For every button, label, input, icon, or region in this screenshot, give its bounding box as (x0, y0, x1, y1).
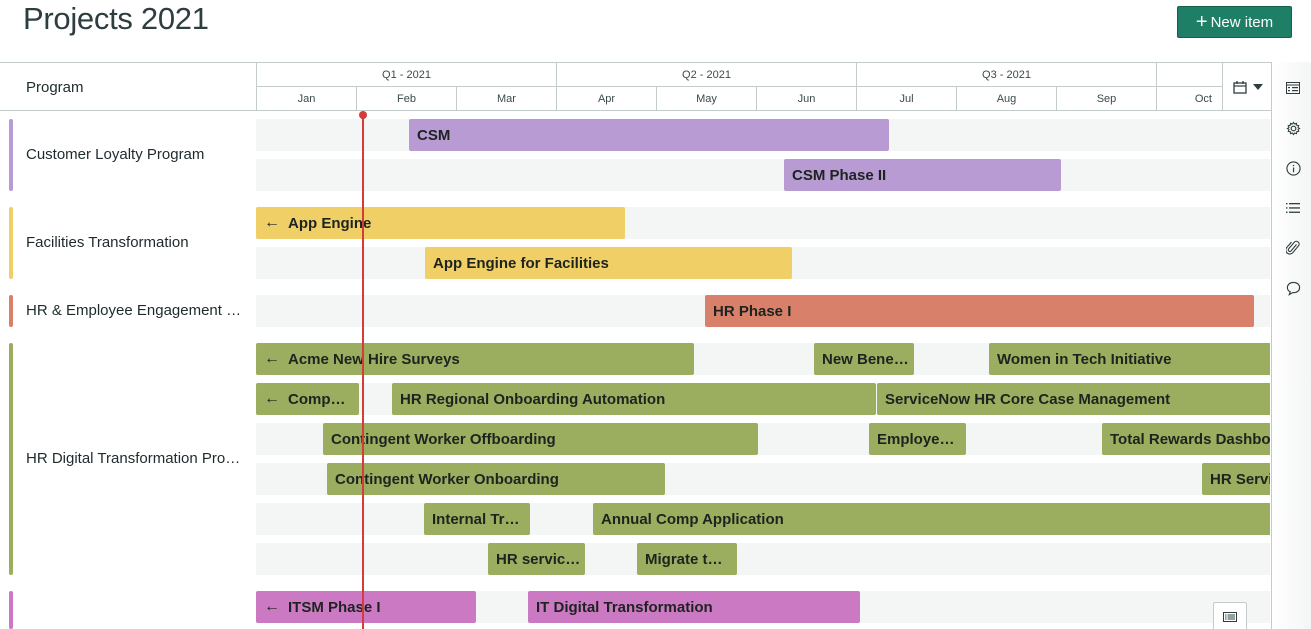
month-header: Apr (557, 87, 657, 111)
program-name: Facilities Transformation (26, 234, 189, 251)
program-color-stripe (9, 343, 13, 575)
program-color-stripe (9, 295, 13, 327)
month-header: Feb (357, 87, 457, 111)
project-bar[interactable]: Internal Tr… (424, 503, 530, 535)
project-bar-label: Annual Comp Application (601, 510, 784, 528)
quarter-header (1157, 63, 1222, 87)
page-title: Projects 2021 (23, 1, 209, 36)
program-name: HR Digital Transformation Pro… (26, 450, 241, 467)
today-marker-line (362, 114, 364, 629)
month-header: Oct (1194, 93, 1212, 105)
project-bar-label: HR Regional Onboarding Automation (400, 390, 666, 408)
timeline-header: Program Q1 - 2021 Q2 - 2021 Q3 - 2021 Ja… (0, 62, 1272, 111)
month-header: Jan (257, 87, 357, 111)
program-row-hr-engagement[interactable]: HR & Employee Engagement … (0, 295, 256, 327)
project-bar[interactable]: ← ITSM Phase I (256, 591, 476, 623)
project-bar-label: Internal Tr… (432, 510, 520, 528)
project-bar[interactable]: Women in Tech Initiative (989, 343, 1270, 375)
paperclip-icon[interactable] (1284, 239, 1302, 257)
project-bar-label: HR servic… (496, 550, 581, 568)
today-marker-dot (359, 111, 367, 119)
project-bar-label: Employe… (877, 430, 955, 448)
bullet-list-icon[interactable] (1284, 199, 1302, 217)
program-row-hr-digital[interactable]: HR Digital Transformation Pro… (0, 343, 256, 575)
project-bar-label: Acme New Hire Surveys (288, 350, 460, 368)
project-bar-label: CSM (417, 126, 451, 144)
project-bar-label: ServiceNow HR Core Case Management (885, 390, 1171, 408)
project-bar-label: App Engine for Facilities (433, 254, 609, 272)
project-bar[interactable]: CSM (409, 119, 889, 151)
project-bar[interactable]: ← Acme New Hire Surveys (256, 343, 694, 375)
arrow-left-icon: ← (264, 350, 280, 367)
chevron-down-icon (1252, 84, 1263, 90)
month-header: Mar (457, 87, 557, 111)
quarter-header: Q3 - 2021 (857, 63, 1157, 87)
program-row-it[interactable] (0, 591, 256, 629)
calendar-icon (1232, 81, 1247, 94)
project-bar[interactable]: CSM Phase II (784, 159, 1061, 191)
arrow-left-icon: ← (264, 390, 280, 407)
arrow-left-icon: ← (264, 598, 280, 615)
program-name: HR & Employee Engagement … (26, 302, 242, 319)
new-item-label: New item (1210, 13, 1274, 31)
project-bar-label: Contingent Worker Offboarding (331, 430, 556, 448)
project-bar[interactable]: New Bene… (814, 343, 914, 375)
project-bar[interactable]: App Engine for Facilities (425, 247, 792, 279)
legend-button[interactable] (1213, 602, 1247, 629)
project-bar[interactable]: ← Comp… (256, 383, 359, 415)
comment-icon[interactable] (1284, 279, 1302, 297)
month-header: Jun (757, 87, 857, 111)
project-bar-label: ITSM Phase I (288, 598, 381, 616)
project-bar-label: Comp… (288, 390, 346, 408)
project-bar-label: Migrate t… (645, 550, 723, 568)
program-color-stripe (9, 119, 13, 191)
project-bar[interactable]: HR servic… (488, 543, 585, 575)
arrow-left-icon: ← (264, 214, 280, 231)
timeline-lane (256, 543, 1270, 575)
project-bar[interactable]: HR Servi (1202, 463, 1270, 495)
project-bar-label: HR Servi (1210, 470, 1270, 488)
project-bar[interactable]: Contingent Worker Offboarding (323, 423, 758, 455)
legend-icon (1223, 612, 1237, 622)
project-bar-label: New Bene… (822, 350, 909, 368)
project-bar-label: Contingent Worker Onboarding (335, 470, 559, 488)
project-bar-label: HR Phase I (713, 302, 792, 320)
project-bar[interactable]: Annual Comp Application (593, 503, 1270, 535)
project-bar[interactable]: Contingent Worker Onboarding (327, 463, 665, 495)
project-bar-label: CSM Phase II (792, 166, 887, 184)
month-header: Aug (957, 87, 1057, 111)
quarter-header: Q2 - 2021 (557, 63, 857, 87)
program-column-header[interactable]: Program (0, 63, 257, 111)
calendar-range-picker[interactable] (1222, 63, 1272, 111)
project-bar[interactable]: ← App Engine (256, 207, 625, 239)
project-bar[interactable]: IT Digital Transformation (528, 591, 860, 623)
project-bar-label: IT Digital Transformation (536, 598, 713, 616)
project-bar-label: Women in Tech Initiative (997, 350, 1172, 368)
project-bar[interactable]: ServiceNow HR Core Case Management (877, 383, 1270, 415)
program-color-stripe (9, 591, 13, 629)
project-bar[interactable]: HR Regional Onboarding Automation (392, 383, 876, 415)
program-row-customer-loyalty[interactable]: Customer Loyalty Program (0, 119, 256, 191)
new-item-button[interactable]: + New item (1177, 6, 1292, 38)
project-bar[interactable]: HR Phase I (705, 295, 1254, 327)
month-header: Sep (1057, 87, 1157, 111)
project-bar[interactable]: Employe… (869, 423, 966, 455)
project-bar[interactable]: Total Rewards Dashboa (1102, 423, 1270, 455)
month-header: May (657, 87, 757, 111)
list-view-icon[interactable] (1284, 79, 1302, 97)
quarter-header: Q1 - 2021 (257, 63, 557, 87)
timeline-lane (256, 159, 1270, 191)
program-color-stripe (9, 207, 13, 279)
project-bar-label: App Engine (288, 214, 372, 232)
month-header: Jul (857, 87, 957, 111)
right-sidebar-toolbar (1271, 62, 1311, 629)
project-bar[interactable]: Migrate t… (637, 543, 737, 575)
program-name: Customer Loyalty Program (26, 146, 205, 163)
info-icon[interactable] (1284, 159, 1302, 177)
project-bar-label: Total Rewards Dashboa (1110, 430, 1270, 448)
program-row-facilities[interactable]: Facilities Transformation (0, 207, 256, 279)
gear-icon[interactable] (1284, 119, 1302, 137)
plus-icon: + (1195, 11, 1208, 33)
